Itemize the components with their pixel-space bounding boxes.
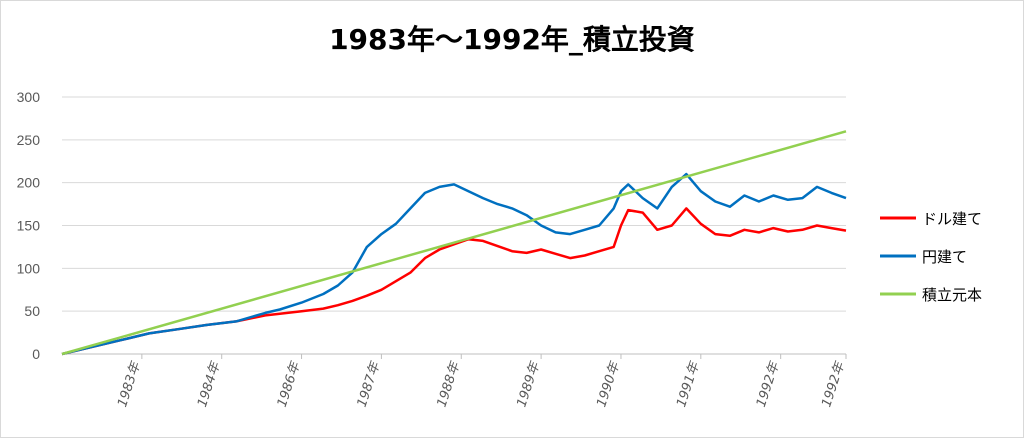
series-line-1 — [61, 207, 847, 356]
y-tick-label: 250 — [17, 132, 41, 148]
legend-label: 円建て — [922, 248, 967, 266]
series-lines — [61, 130, 847, 356]
legend-label: 積立元本 — [922, 286, 982, 304]
legend-label: ドル建て — [922, 210, 982, 228]
y-tick-label: 100 — [17, 260, 41, 276]
x-tick-label: 1992年 — [754, 359, 783, 409]
x-tick-label: 1984年 — [195, 359, 224, 409]
y-tick-label: 50 — [24, 303, 40, 319]
y-tick-label: 200 — [17, 175, 41, 191]
y-tick-label: 300 — [17, 89, 41, 105]
x-tick-label: 1989年 — [514, 359, 543, 409]
x-axis: 1983年 1984年 1986年 1987年 1988年 1989年 1990年 1991年… — [115, 354, 848, 409]
chart-title: 1983年～1992年_積立投資 — [329, 23, 695, 56]
series-line-2 — [61, 172, 847, 356]
x-tick-label: 1990年 — [594, 359, 623, 409]
x-tick-label: 1983年 — [115, 359, 144, 409]
y-axis: 0 50 100 150 200 250 300 — [17, 89, 41, 362]
grid-lines — [62, 96, 846, 355]
x-tick-label: 1992年 — [819, 359, 848, 409]
x-tick-label: 1987年 — [355, 359, 384, 409]
y-tick-label: 150 — [17, 218, 41, 234]
x-tick-label: 1991年 — [674, 359, 703, 409]
y-tick-label: 0 — [32, 346, 40, 362]
series-line-3 — [61, 130, 847, 356]
x-tick-label: 1988年 — [435, 359, 464, 409]
x-tick-label: 1986年 — [275, 359, 304, 409]
